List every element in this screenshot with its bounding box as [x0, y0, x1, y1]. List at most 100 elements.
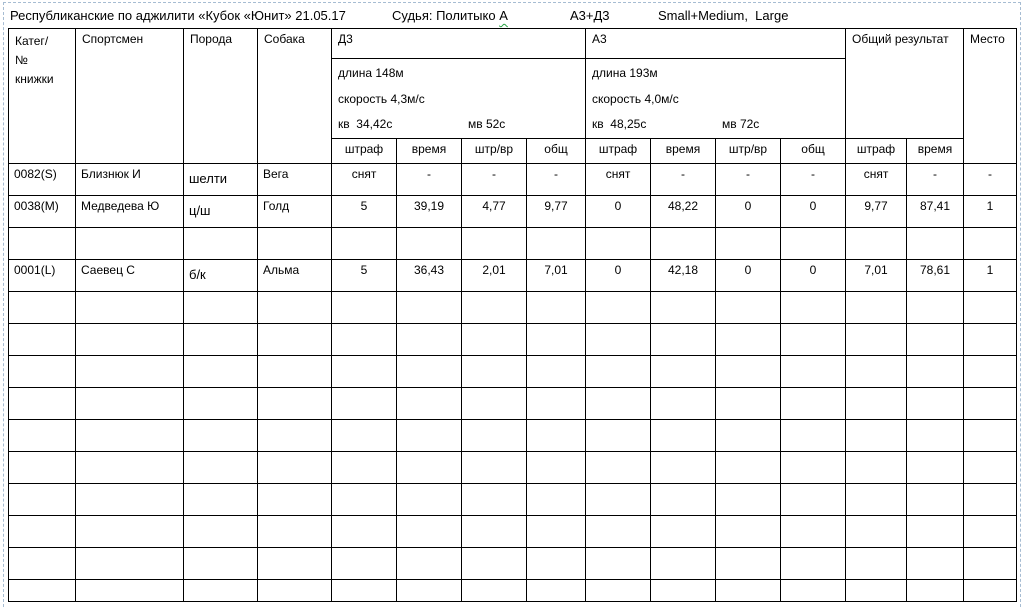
table-cell[interactable]: 0001(L) — [8, 258, 76, 292]
table-cell[interactable]: Саевец С — [75, 258, 184, 292]
table-cell[interactable] — [257, 546, 332, 580]
table-cell[interactable] — [650, 354, 716, 388]
table-cell[interactable] — [8, 546, 76, 580]
table-cell[interactable] — [780, 386, 846, 420]
table-cell[interactable] — [396, 546, 462, 580]
table-cell[interactable]: б/к — [183, 258, 258, 292]
sizes-note[interactable]: Small+Medium, Large — [658, 8, 789, 23]
table-cell[interactable] — [75, 290, 184, 324]
table-cell[interactable] — [650, 386, 716, 420]
table-cell[interactable] — [906, 226, 964, 260]
table-cell[interactable] — [75, 578, 184, 602]
table-cell[interactable]: 1 — [963, 194, 1017, 228]
table-cell[interactable] — [963, 450, 1017, 484]
table-cell[interactable]: 0 — [780, 258, 846, 292]
table-cell[interactable] — [183, 354, 258, 388]
table-cell[interactable] — [715, 354, 781, 388]
table-cell[interactable] — [461, 482, 527, 516]
table-cell[interactable] — [585, 290, 651, 324]
table-cell[interactable]: 7,01 — [526, 258, 586, 292]
col-header-breed[interactable]: Порода — [183, 28, 258, 164]
table-cell[interactable]: 4,77 — [461, 194, 527, 228]
table-cell[interactable] — [963, 386, 1017, 420]
subheader-cell[interactable]: штраф — [845, 137, 907, 164]
table-cell[interactable]: 0 — [715, 258, 781, 292]
table-cell[interactable] — [396, 386, 462, 420]
table-cell[interactable] — [183, 386, 258, 420]
table-cell[interactable] — [331, 354, 397, 388]
d3-course-info[interactable]: длина 148м скорость 4,3м/с кв 34,42с мв 5… — [331, 58, 586, 139]
table-cell[interactable] — [585, 578, 651, 602]
table-cell[interactable]: 0038(M) — [8, 194, 76, 228]
table-cell[interactable] — [650, 418, 716, 452]
subheader-cell[interactable]: время — [906, 137, 964, 164]
table-cell[interactable]: - — [461, 162, 527, 196]
subheader-cell[interactable]: штр/вр — [715, 137, 781, 164]
subheader-cell[interactable]: общ — [780, 137, 846, 164]
table-cell[interactable]: Вега — [257, 162, 332, 196]
table-cell[interactable] — [585, 514, 651, 548]
table-cell[interactable] — [715, 482, 781, 516]
table-cell[interactable] — [845, 354, 907, 388]
table-cell[interactable] — [461, 546, 527, 580]
table-cell[interactable] — [331, 546, 397, 580]
table-cell[interactable] — [963, 354, 1017, 388]
table-cell[interactable] — [257, 578, 332, 602]
table-cell[interactable] — [526, 578, 586, 602]
table-cell[interactable]: 87,41 — [906, 194, 964, 228]
table-cell[interactable] — [75, 386, 184, 420]
table-cell[interactable] — [183, 546, 258, 580]
col-header-place[interactable]: Место — [963, 28, 1017, 164]
table-cell[interactable] — [963, 290, 1017, 324]
table-cell[interactable] — [461, 450, 527, 484]
group-header-d3[interactable]: Д3 — [331, 28, 586, 59]
table-cell[interactable]: снят — [585, 162, 651, 196]
table-cell[interactable] — [396, 354, 462, 388]
table-cell[interactable] — [906, 482, 964, 516]
table-cell[interactable] — [715, 386, 781, 420]
table-cell[interactable]: 9,77 — [526, 194, 586, 228]
table-cell[interactable] — [585, 482, 651, 516]
table-cell[interactable]: 0 — [585, 194, 651, 228]
table-cell[interactable] — [257, 290, 332, 324]
table-cell[interactable]: 0 — [585, 258, 651, 292]
table-cell[interactable] — [257, 226, 332, 260]
table-cell[interactable] — [650, 290, 716, 324]
table-cell[interactable] — [461, 322, 527, 356]
table-cell[interactable]: шелти — [183, 162, 258, 196]
table-cell[interactable] — [183, 514, 258, 548]
table-cell[interactable] — [396, 290, 462, 324]
table-cell[interactable]: 0 — [715, 194, 781, 228]
table-cell[interactable] — [906, 322, 964, 356]
table-cell[interactable]: 2,01 — [461, 258, 527, 292]
judge-note[interactable]: Судья: Политыко А — [392, 8, 508, 23]
table-cell[interactable] — [526, 546, 586, 580]
table-cell[interactable] — [75, 418, 184, 452]
table-cell[interactable]: 0 — [780, 194, 846, 228]
table-cell[interactable] — [461, 226, 527, 260]
table-cell[interactable]: 1 — [963, 258, 1017, 292]
table-cell[interactable] — [183, 290, 258, 324]
table-cell[interactable]: 9,77 — [845, 194, 907, 228]
table-cell[interactable] — [780, 546, 846, 580]
table-cell[interactable] — [257, 322, 332, 356]
table-cell[interactable] — [8, 450, 76, 484]
table-cell[interactable] — [780, 482, 846, 516]
table-cell[interactable]: - — [396, 162, 462, 196]
table-cell[interactable] — [963, 482, 1017, 516]
table-cell[interactable] — [906, 514, 964, 548]
table-cell[interactable] — [715, 546, 781, 580]
table-cell[interactable] — [585, 418, 651, 452]
table-cell[interactable] — [650, 514, 716, 548]
table-cell[interactable] — [526, 514, 586, 548]
table-cell[interactable] — [845, 482, 907, 516]
table-cell[interactable] — [963, 514, 1017, 548]
table-cell[interactable]: Близнюк И — [75, 162, 184, 196]
table-cell[interactable] — [396, 226, 462, 260]
table-cell[interactable] — [963, 578, 1017, 602]
table-cell[interactable] — [75, 354, 184, 388]
table-cell[interactable]: Альма — [257, 258, 332, 292]
table-cell[interactable] — [906, 546, 964, 580]
table-cell[interactable] — [906, 386, 964, 420]
table-cell[interactable]: 5 — [331, 194, 397, 228]
